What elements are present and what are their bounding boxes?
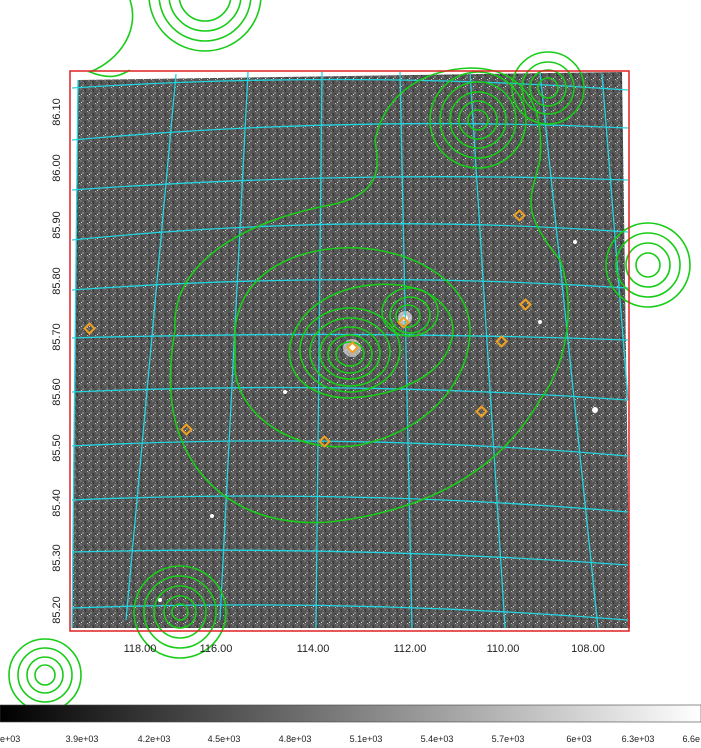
source-marker: [346, 341, 359, 354]
colorbar-label: 5.1e+03: [350, 734, 383, 744]
y-tick-label: 86.10: [51, 98, 63, 126]
dec-line-3: [71, 176, 629, 191]
source-marker: [495, 335, 508, 348]
colorbar-label: 4.5e+03: [208, 734, 241, 744]
x-axis-ticks: 118.00 116.00 114.00 112.00 110.00 108.0…: [124, 643, 605, 655]
source-markers: [83, 209, 532, 448]
mid-contour-2: [288, 283, 454, 399]
y-tick-label: 85.40: [51, 489, 63, 517]
y-tick-label: 86.00: [51, 154, 63, 182]
x-tick-label: 116.00: [200, 643, 233, 655]
upper-left-contour: [87, 0, 134, 78]
ra-line-114: [315, 71, 323, 629]
colorbar-label: 4.2e+03: [138, 734, 171, 744]
x-tick-label: 114.00: [297, 643, 330, 655]
dec-line-8: [71, 440, 629, 457]
colorbar-label: 5.4e+03: [421, 734, 454, 744]
ra-line-116: [219, 71, 249, 621]
x-tick-label: 118.00: [124, 643, 157, 655]
colorbar-label: 4.8e+03: [279, 734, 312, 744]
dec-line-1: [71, 78, 629, 91]
y-tick-label: 85.20: [51, 596, 63, 624]
x-tick-label: 112.00: [394, 643, 427, 655]
ra-line-113: [399, 71, 413, 629]
source-marker: [513, 209, 526, 222]
dec-line-9: [71, 495, 629, 513]
ra-line-108: [601, 73, 629, 401]
outer-contour: [169, 67, 569, 524]
colorbar-labels: e+03 3.9e+03 4.2e+03 4.5e+03 4.8e+03 5.1…: [0, 734, 700, 744]
ra-line-110: [539, 71, 599, 629]
y-tick-label: 85.70: [51, 323, 63, 351]
contours: [8, 0, 691, 712]
source-marker: [180, 423, 193, 436]
colorbar-label: 6.6e: [682, 734, 700, 744]
x-tick-label: 108.00: [571, 643, 605, 655]
image-frame: [69, 70, 630, 632]
colorbar-label: 3.9e+03: [66, 734, 99, 744]
ra-line-112: [469, 71, 506, 629]
source-marker: [475, 405, 488, 418]
source-marker: [83, 322, 96, 335]
dec-line-5: [71, 278, 629, 291]
y-tick-label: 85.60: [51, 378, 63, 406]
colorbar-label: e+03: [0, 734, 20, 744]
y-axis-ticks: 86.10 86.00 85.90 85.80 85.70 85.60 85.5…: [51, 98, 63, 624]
colorbar-label: 5.7e+03: [492, 734, 525, 744]
y-tick-label: 85.30: [51, 544, 63, 572]
mid-contour-1: [234, 246, 471, 448]
colorbar: [0, 704, 701, 723]
coordinate-grid: [71, 71, 629, 629]
source-marker: [519, 298, 532, 311]
dec-line-10: [71, 549, 629, 566]
dec-line-2: [71, 122, 629, 141]
x-tick-label: 110.00: [487, 643, 520, 655]
colorbar-label: 6e+03: [566, 734, 591, 744]
dec-line-11: [71, 604, 629, 621]
source-marker: [397, 316, 410, 329]
y-tick-label: 85.50: [51, 434, 63, 462]
ra-line-118: [71, 79, 79, 629]
dec-line-7: [71, 386, 629, 401]
colorbar-label: 6.3e+03: [622, 734, 655, 744]
source-marker: [318, 435, 331, 448]
ra-line-117: [125, 73, 177, 621]
y-tick-label: 85.90: [51, 211, 63, 239]
dec-line-4: [71, 223, 629, 241]
y-tick-label: 85.80: [51, 267, 63, 295]
